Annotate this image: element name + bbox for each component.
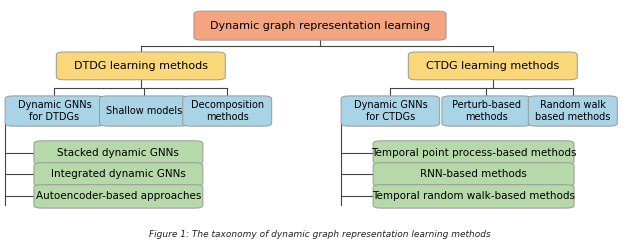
FancyBboxPatch shape: [34, 163, 203, 186]
FancyBboxPatch shape: [100, 96, 188, 126]
Text: Temporal point process-based methods: Temporal point process-based methods: [371, 148, 577, 157]
FancyBboxPatch shape: [56, 52, 225, 80]
FancyBboxPatch shape: [34, 141, 203, 164]
FancyBboxPatch shape: [373, 163, 574, 186]
Text: Perturb-based
methods: Perturb-based methods: [452, 100, 521, 122]
Text: Dynamic GNNs
for DTDGs: Dynamic GNNs for DTDGs: [17, 100, 92, 122]
Text: CTDG learning methods: CTDG learning methods: [426, 61, 559, 71]
Text: Figure 1: The taxonomy of dynamic graph representation learning methods: Figure 1: The taxonomy of dynamic graph …: [149, 230, 491, 239]
FancyBboxPatch shape: [408, 52, 577, 80]
Text: RNN-based methods: RNN-based methods: [420, 170, 527, 179]
FancyBboxPatch shape: [529, 96, 617, 126]
FancyBboxPatch shape: [194, 11, 446, 40]
Text: Stacked dynamic GNNs: Stacked dynamic GNNs: [58, 148, 179, 157]
Text: Dynamic graph representation learning: Dynamic graph representation learning: [210, 21, 430, 30]
Text: Shallow models: Shallow models: [106, 106, 182, 116]
FancyBboxPatch shape: [34, 185, 203, 208]
FancyBboxPatch shape: [442, 96, 531, 126]
Text: Autoencoder-based approaches: Autoencoder-based approaches: [36, 192, 201, 201]
FancyBboxPatch shape: [341, 96, 440, 126]
Text: Temporal random walk-based methods: Temporal random walk-based methods: [372, 192, 575, 201]
Text: DTDG learning methods: DTDG learning methods: [74, 61, 208, 71]
FancyBboxPatch shape: [373, 141, 574, 164]
FancyBboxPatch shape: [373, 185, 574, 208]
Text: Decomposition
methods: Decomposition methods: [191, 100, 264, 122]
Text: Dynamic GNNs
for CTDGs: Dynamic GNNs for CTDGs: [353, 100, 428, 122]
Text: Random walk
based methods: Random walk based methods: [535, 100, 611, 122]
FancyBboxPatch shape: [5, 96, 104, 126]
Text: Integrated dynamic GNNs: Integrated dynamic GNNs: [51, 170, 186, 179]
FancyBboxPatch shape: [183, 96, 272, 126]
